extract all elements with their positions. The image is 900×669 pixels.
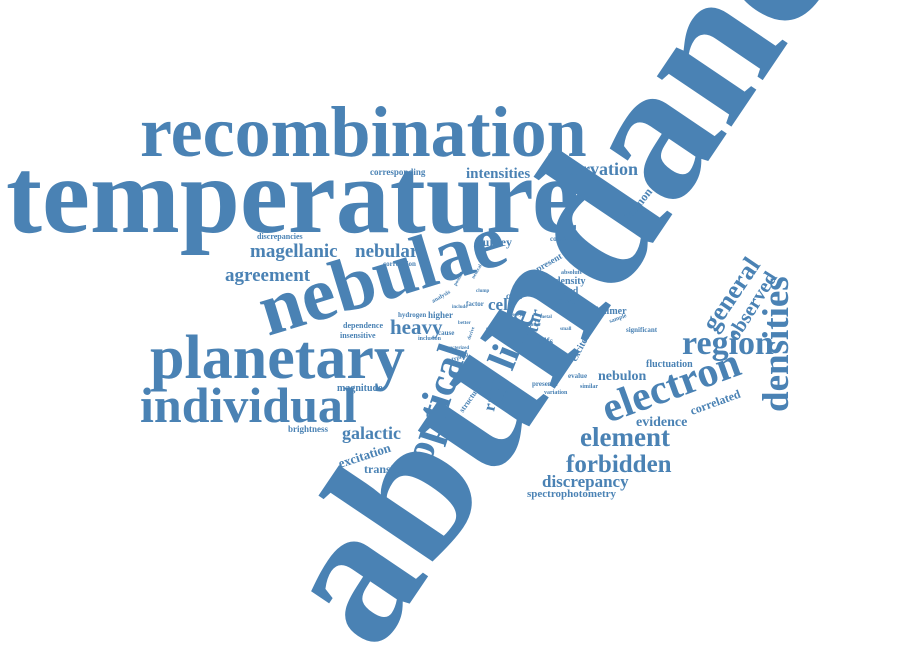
word-recombination: recombination [140,92,587,172]
word-derive: derive [467,326,477,341]
word-magellanic: magellanic [250,241,338,262]
word-discrepancies: discrepancies [257,232,303,241]
word-magnitude: magnitude [337,383,383,394]
word-agreement: agreement [225,265,311,286]
word-observation: observation [548,159,638,179]
word-spectrophotometry: spectrophotometry [527,488,616,500]
word-factor: factor [466,300,484,308]
word-characterized: characterized [440,346,469,351]
word-better: better [458,321,472,326]
word-forbidden: forbidden [566,451,672,478]
word-adfs: adfs [537,336,554,346]
word-evalue: evalue [568,372,587,380]
word-inclusion: inclusion [418,336,442,342]
word-cause: cause [438,329,454,337]
word-cold: cold [506,291,522,301]
word-dependence: dependence [343,321,383,330]
word-individual: individual [140,377,357,433]
word-corresponding: corresponding [370,167,426,177]
word-significant: significant [626,326,658,334]
word-include: include [452,305,468,310]
word-temperature: temperature [6,137,580,256]
word-metal: metal [540,315,553,320]
word-galactic: galactic [342,423,401,443]
word-densities: densities [756,276,797,412]
word-hotter: hotter [528,323,542,328]
word-cloud: cloud [555,286,579,297]
word-typical: typical [451,353,470,363]
word-density: density [555,276,586,287]
word-nebular: nebular [355,241,419,262]
word-insensitive: insensitive [340,331,376,340]
word-consistent: consistent [550,235,580,243]
word-variation: variation [544,390,568,396]
word-survey: survey [478,235,512,249]
word-sample: sample [609,313,628,325]
word-transition: transition [364,462,414,476]
word-brightness: brightness [288,424,329,434]
word-small: small [560,327,572,332]
word-higher: higher [428,310,453,320]
word-lower: lower [555,296,579,307]
word-balmer: balmer [596,306,627,317]
word-heavy: heavy [390,315,443,339]
word-fluctuation: fluctuation [646,359,693,370]
word-similar: similar [580,384,598,390]
word-gas: gas [486,327,493,332]
word-correlation: correlation [383,260,416,268]
word-absolute: absolute [561,270,583,276]
word-clump: clump [476,289,490,294]
word-region: region [682,325,774,362]
word-planetary: planetary [150,324,405,392]
word-discrepancy: discrepancy [542,472,629,491]
word-evidence: evidence [636,415,687,430]
word-theory: theory [508,313,522,318]
word-intensities: intensities [466,166,530,182]
word-hydrogen: hydrogen [398,311,426,319]
word-element: element [580,422,670,452]
word-nebulon: nebulon [598,369,646,384]
word-presence: presence [532,380,558,388]
word-cels: cels [488,295,515,314]
